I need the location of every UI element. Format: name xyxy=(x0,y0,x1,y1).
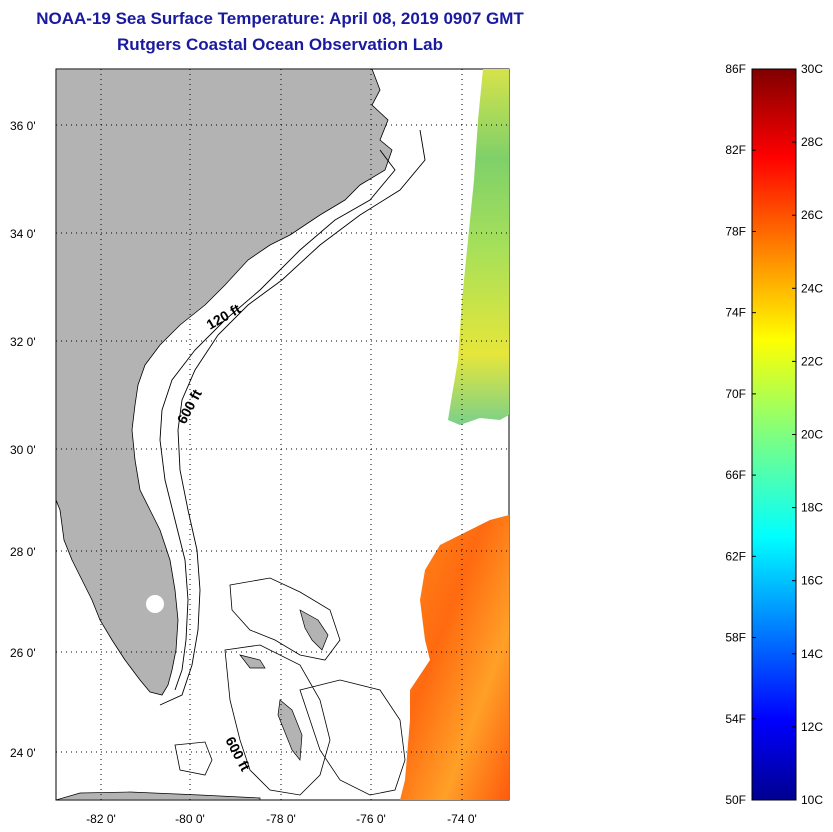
lon-label: -78 0' xyxy=(266,812,296,826)
colorbar-celsius-label: 10C xyxy=(801,793,823,807)
colorbar-celsius-label: 26C xyxy=(801,208,823,222)
colorbar-celsius-label: 28C xyxy=(801,135,823,149)
colorbar-fahrenheit-label: 74F xyxy=(725,306,746,320)
colorbar-celsius-label: 12C xyxy=(801,720,823,734)
bahamas-island-andros xyxy=(277,699,303,761)
colorbar-celsius-label: 22C xyxy=(801,354,823,368)
lat-label: 26 0' xyxy=(10,646,36,660)
lon-label: -74 0' xyxy=(447,812,477,826)
colorbar-celsius-label: 30C xyxy=(801,62,823,76)
lon-label: -76 0' xyxy=(356,812,386,826)
lat-label: 24 0' xyxy=(10,746,36,760)
lat-label: 34 0' xyxy=(10,227,36,241)
colorbar-gradient xyxy=(751,68,797,801)
sst-swath-north xyxy=(448,69,509,425)
colorbar-fahrenheit-label: 82F xyxy=(725,143,746,157)
colorbar-ticks xyxy=(752,68,796,801)
contour-120ft xyxy=(159,149,396,691)
cuba-landmass xyxy=(56,791,261,800)
contour-great-bahama-bank xyxy=(224,644,331,796)
colorbar-fahrenheit-label: 62F xyxy=(725,549,746,563)
us-landmass xyxy=(56,69,393,696)
colorbar-fahrenheit-label: 58F xyxy=(725,631,746,645)
lat-label: 32 0' xyxy=(10,335,36,349)
colorbar-celsius-label: 20C xyxy=(801,428,823,442)
lon-label: -82 0' xyxy=(86,812,116,826)
lat-label: 28 0' xyxy=(10,545,36,559)
map-subtitle: Rutgers Coastal Ocean Observation Lab xyxy=(117,35,443,54)
colorbar-celsius-label: 14C xyxy=(801,647,823,661)
colorbar-celsius-label: 18C xyxy=(801,501,823,515)
lake-okeechobee xyxy=(146,595,164,613)
map-title: NOAA-19 Sea Surface Temperature: April 0… xyxy=(36,9,524,28)
contour-bahamas-bank xyxy=(229,577,341,661)
lon-label: -80 0' xyxy=(175,812,205,826)
contour-cuba-shelf xyxy=(174,741,213,776)
contour-south-bahamas xyxy=(299,679,406,796)
colorbar-fahrenheit-label: 50F xyxy=(725,793,746,807)
graticule xyxy=(56,69,509,800)
contour-600ft xyxy=(159,129,426,706)
colorbar-fahrenheit-label: 54F xyxy=(725,712,746,726)
colorbar-fahrenheit-label: 66F xyxy=(725,468,746,482)
colorbar-fahrenheit-label: 78F xyxy=(725,224,746,238)
sst-swath-south xyxy=(400,515,509,800)
colorbar-fahrenheit-label: 70F xyxy=(725,387,746,401)
bahamas-island-abaco xyxy=(299,609,329,651)
colorbar-fahrenheit-label: 86F xyxy=(725,62,746,76)
bahamas-island-grand-bahama xyxy=(239,654,266,669)
lat-label: 30 0' xyxy=(10,443,36,457)
lat-label: 36 0' xyxy=(10,119,36,133)
colorbar-celsius-label: 16C xyxy=(801,574,823,588)
colorbar-celsius-label: 24C xyxy=(801,281,823,295)
